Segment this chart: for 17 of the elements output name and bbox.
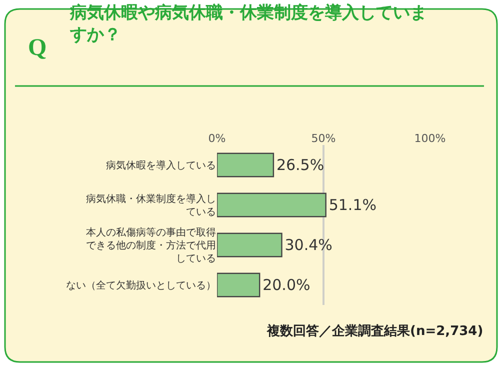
data-label: 20.0% bbox=[262, 276, 310, 294]
bar bbox=[217, 192, 326, 218]
x-tick-label: 100% bbox=[414, 132, 446, 145]
data-label: 30.4% bbox=[284, 236, 332, 254]
y-tick-label: ない（全て欠勤扱いとしている） bbox=[66, 280, 216, 292]
data-label: 51.1% bbox=[328, 196, 376, 214]
bar bbox=[217, 272, 260, 298]
data-label: 26.5% bbox=[276, 156, 324, 174]
y-tick-label: 病気休暇を導入している bbox=[106, 160, 216, 172]
y-tick-label: 病気休職・休業制度を導入している bbox=[86, 193, 216, 218]
x-tick-label: 0% bbox=[208, 132, 226, 145]
bar bbox=[217, 232, 282, 258]
text: 複数回答／企業調査結果(n=2,734) bbox=[266, 323, 484, 339]
bar bbox=[217, 152, 274, 178]
y-tick-label: 本人の私傷病等の事由で取得できる他の制度・方法で代用している bbox=[86, 226, 216, 264]
x-tick-label: 50% bbox=[311, 132, 336, 145]
text: Q bbox=[28, 35, 47, 61]
